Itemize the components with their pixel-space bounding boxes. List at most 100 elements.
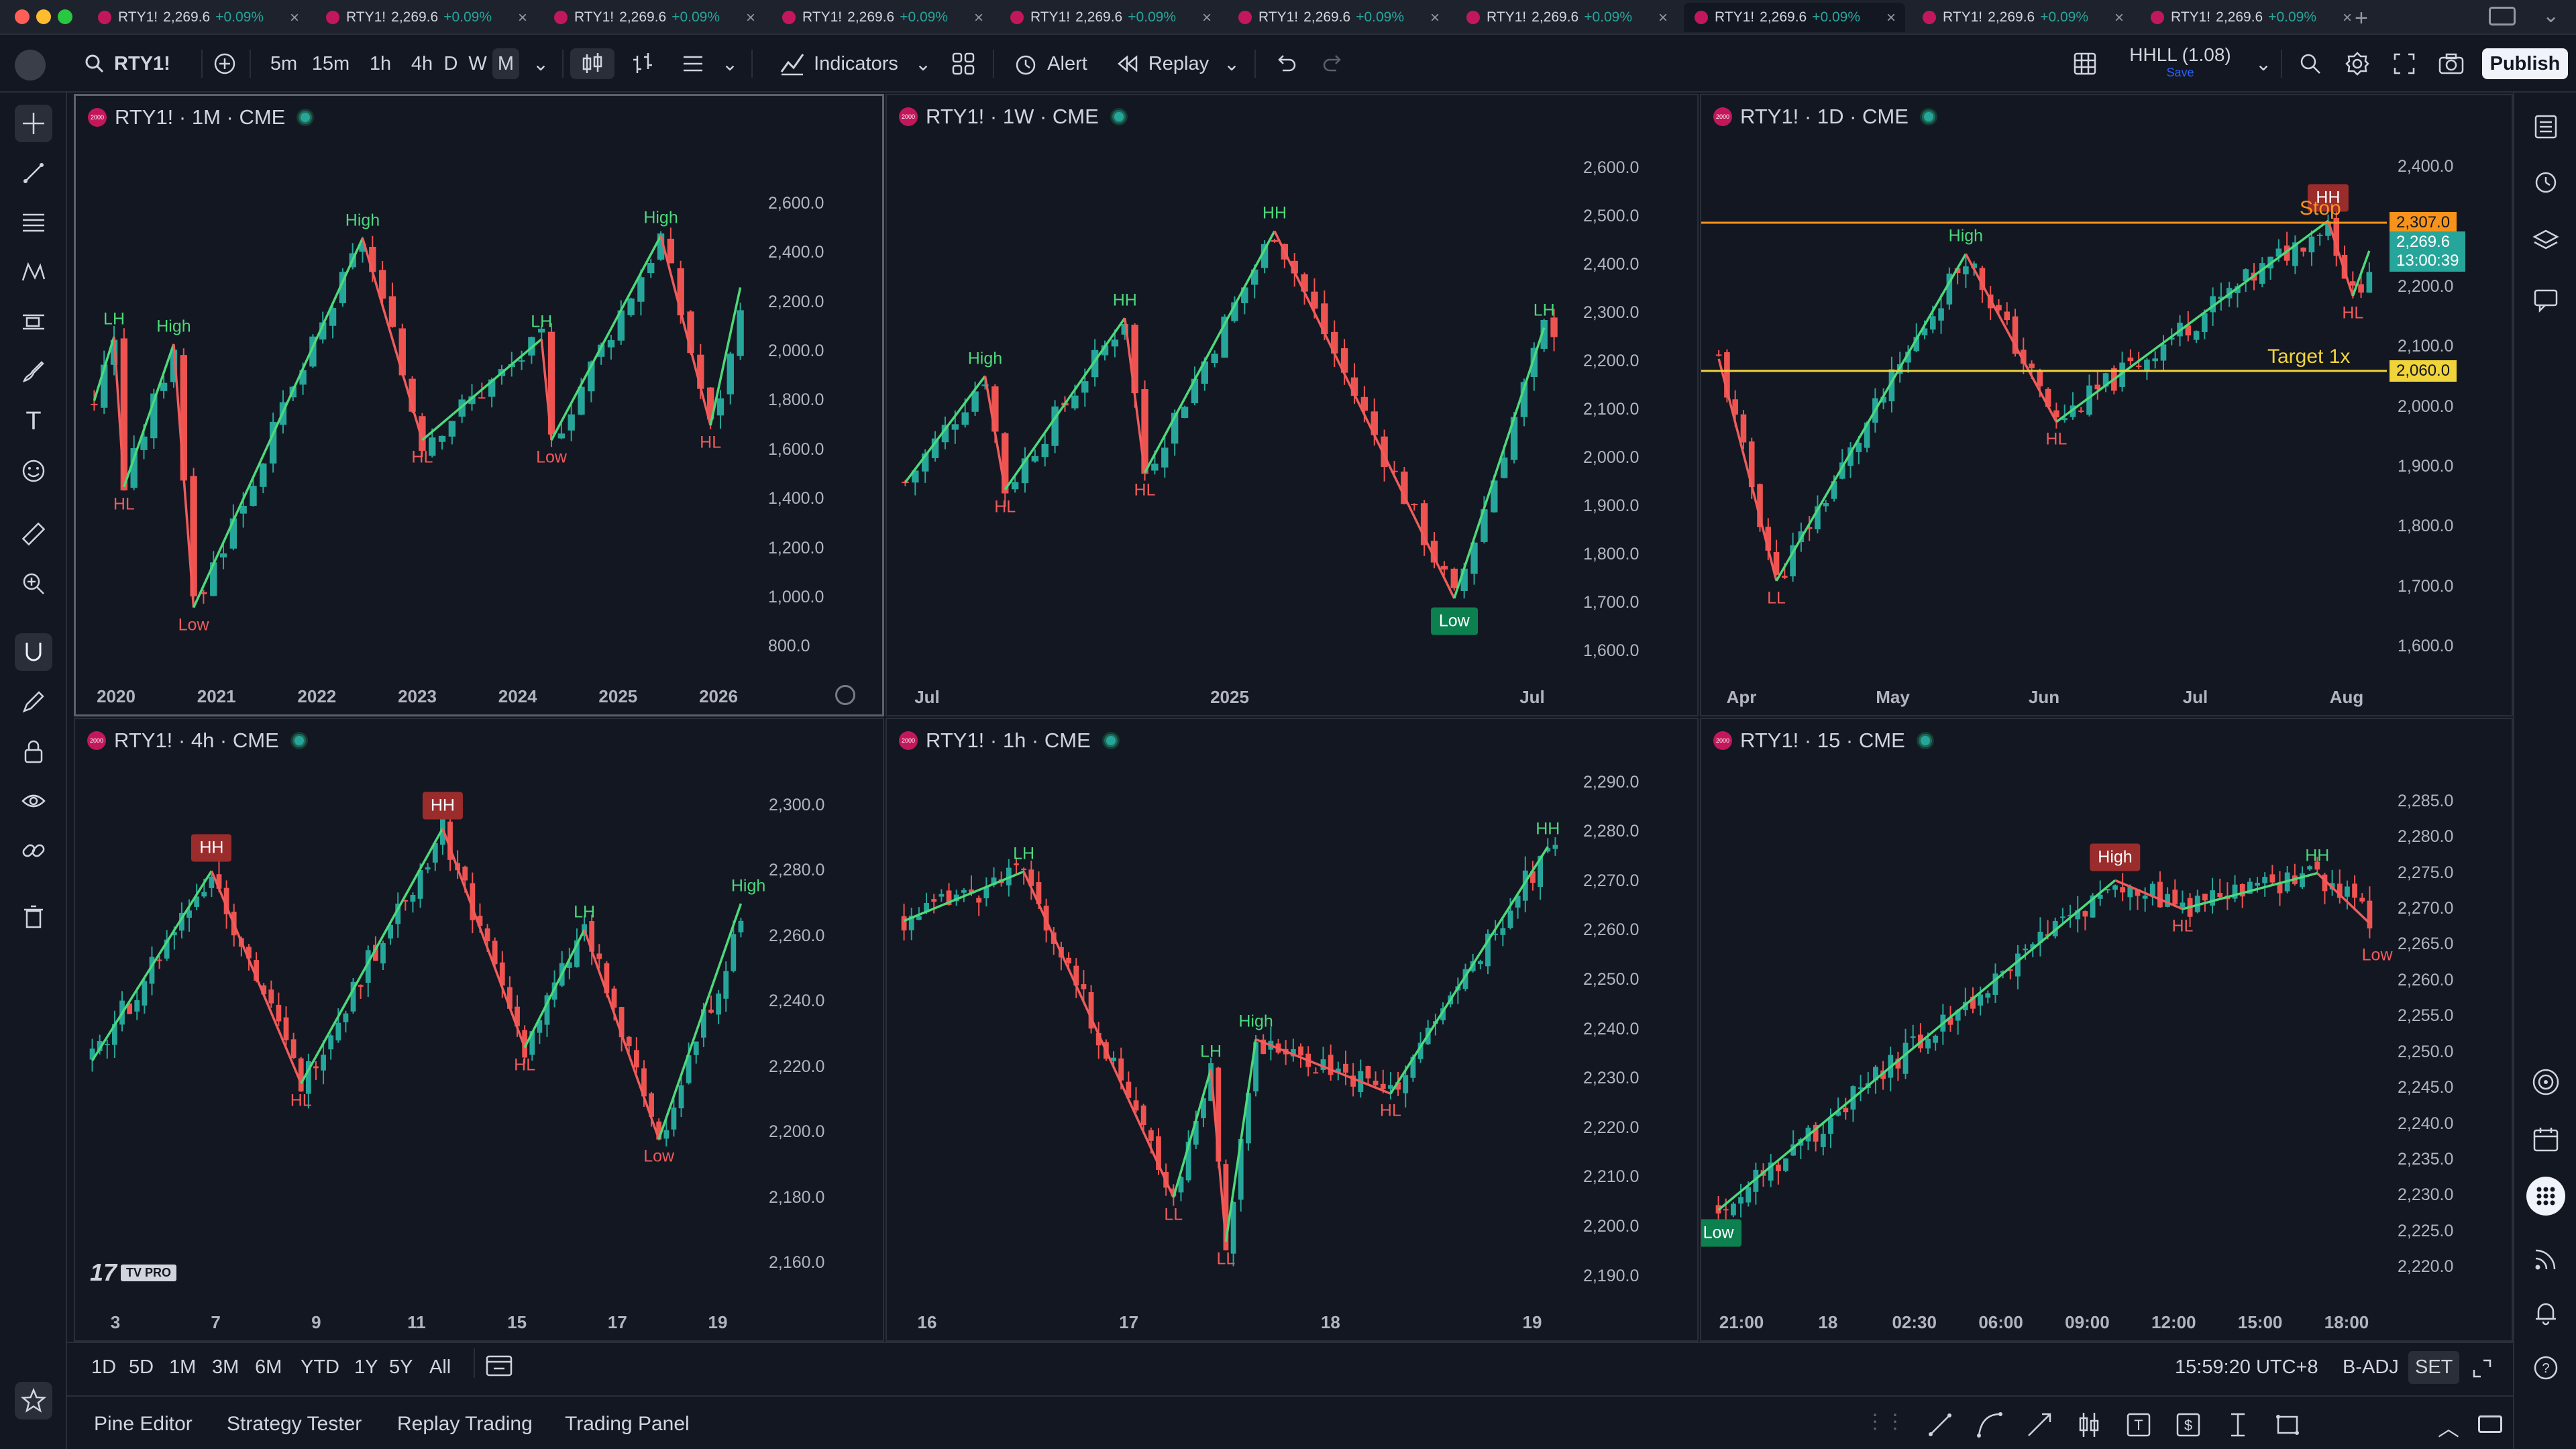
close-tab-icon[interactable]: × — [2342, 9, 2352, 27]
close-tab-icon[interactable]: × — [289, 9, 299, 27]
time-axis[interactable]: 16 17 18 19 — [887, 1303, 1572, 1340]
zoom-tool-button[interactable] — [15, 565, 52, 602]
close-tab-icon[interactable]: × — [1201, 9, 1212, 27]
quick-search-button[interactable] — [2292, 48, 2329, 79]
trading-ideas-button[interactable] — [2526, 1063, 2565, 1102]
measure-tool-button[interactable] — [15, 515, 52, 553]
maximize-window-button[interactable] — [58, 9, 72, 24]
bar-chart-type-button[interactable] — [624, 48, 661, 79]
expand-icon[interactable] — [2470, 1356, 2494, 1384]
browser-tab[interactable]: RTY1! 2,269.6 +0.09% × — [2140, 3, 2361, 32]
bottom-tab-replay-trading[interactable]: Replay Trading — [397, 1413, 533, 1435]
long-position-icon[interactable] — [2074, 1410, 2104, 1440]
chart-plot-1d[interactable] — [1701, 95, 2513, 716]
interval-1h-button[interactable]: 1h — [369, 52, 392, 74]
sidebar-toggle-icon[interactable] — [2489, 7, 2516, 25]
minimize-window-button[interactable] — [36, 9, 51, 24]
cursor-text-icon[interactable] — [2223, 1410, 2253, 1440]
browser-tab[interactable]: RTY1! 2,269.6 +0.09% × — [1228, 3, 1449, 32]
chart-plot-15[interactable] — [1701, 719, 2513, 1342]
templates-button[interactable] — [945, 48, 982, 79]
trend-line-tool-button[interactable] — [15, 154, 52, 192]
range-5d-button[interactable]: 5D — [129, 1356, 154, 1378]
fullscreen-button[interactable] — [2385, 48, 2423, 79]
close-tab-icon[interactable]: × — [1430, 9, 1440, 27]
chevron-down-icon[interactable]: ⌄ — [721, 53, 739, 75]
alert-button[interactable]: Alert — [1006, 48, 1093, 79]
sync-drawings-button[interactable] — [15, 832, 52, 869]
bottom-tab-strategy-tester[interactable]: Strategy Tester — [227, 1413, 362, 1435]
undo-button[interactable] — [1267, 48, 1304, 79]
clock-label[interactable]: 15:59:20 UTC+8 — [2175, 1356, 2318, 1378]
range-1y-button[interactable]: 1Y — [354, 1356, 378, 1378]
price-axis[interactable]: 2,600.0 2,500.0 2,400.0 2,300.0 2,200.0 2,100… — [1570, 95, 1697, 715]
stay-drawing-button[interactable] — [15, 683, 52, 720]
close-tab-icon[interactable]: × — [745, 9, 755, 27]
avatar[interactable] — [15, 50, 46, 80]
interval-4h-button[interactable]: 4h — [411, 52, 433, 74]
time-axis[interactable]: Jul 2025 Jul — [887, 678, 1572, 715]
trend-line-icon[interactable] — [1925, 1410, 1955, 1440]
price-axis[interactable]: 2,400.02,300.02,200.02,100.02,000.01,900… — [2384, 95, 2512, 715]
chart-pane-1w[interactable]: 2000 RTY1! · 1W · CME 2,600.0 2,500.0 2,400… — [885, 94, 1699, 716]
browser-tab[interactable]: RTY1! 2,269.6 +0.09% × — [87, 3, 309, 32]
calendar-button[interactable] — [2526, 1120, 2565, 1159]
hide-drawings-button[interactable] — [15, 782, 52, 820]
time-axis[interactable]: 21:00 18 02:30 06:00 09:00 12:00 15:00 18:00 — [1701, 1303, 2387, 1340]
rectangle-icon[interactable] — [2273, 1410, 2302, 1440]
remove-drawings-button[interactable] — [15, 898, 52, 935]
chart-pane-4h[interactable]: 2000 RTY1! · 4h · CME 2,300.0 2,280.0 2,260… — [74, 718, 884, 1342]
chats-button[interactable] — [2526, 280, 2565, 319]
notifications-button[interactable] — [2526, 1293, 2565, 1332]
pattern-tool-button[interactable] — [15, 254, 52, 291]
close-tab-icon[interactable]: × — [1658, 9, 1668, 27]
browser-tab[interactable]: RTY1! 2,269.6 +0.09% × — [1456, 3, 1677, 32]
replay-button[interactable]: Replay — [1111, 48, 1212, 79]
interval-d-button[interactable]: D — [443, 52, 458, 74]
curve-icon[interactable] — [1975, 1410, 2004, 1440]
close-tab-icon[interactable]: × — [517, 9, 527, 27]
time-axis[interactable]: 2020 2021 2022 2023 2024 2025 2026 — [76, 677, 759, 714]
bottom-tab-trading-panel[interactable]: Trading Panel — [565, 1413, 690, 1435]
object-tree-button[interactable] — [2526, 221, 2565, 260]
symbol-search-button[interactable]: RTY1! — [78, 48, 192, 79]
publish-button[interactable]: Publish — [2482, 48, 2568, 79]
fib-tool-button[interactable] — [15, 204, 52, 241]
range-all-button[interactable]: All — [429, 1356, 451, 1378]
drag-handle-icon[interactable]: ⋮⋮ — [1865, 1411, 1905, 1433]
candles-chart-type-button[interactable] — [570, 48, 614, 79]
close-tab-icon[interactable]: × — [2114, 9, 2124, 27]
lock-drawings-button[interactable] — [15, 733, 52, 770]
interval-5m-button[interactable]: 5m — [270, 52, 298, 74]
chart-pane-1h[interactable]: 2000 RTY1! · 1h · CME 2,290.0 2,280.0 2,270… — [885, 718, 1699, 1342]
emoji-tool-button[interactable] — [15, 452, 52, 490]
layout-list-button[interactable] — [676, 48, 710, 79]
redo-button[interactable] — [1315, 48, 1352, 79]
text-note-icon[interactable]: T — [2124, 1410, 2153, 1440]
browser-tab[interactable]: RTY1! 2,269.6 +0.09% × — [771, 3, 993, 32]
chart-plot-4h[interactable] — [75, 719, 884, 1342]
layout-grid-button[interactable] — [2066, 48, 2104, 79]
new-tab-icon[interactable]: + — [2355, 5, 2368, 31]
magnet-mode-button[interactable] — [15, 633, 52, 671]
time-axis[interactable]: Apr May Jun Jul Aug — [1701, 678, 2387, 715]
settings-button[interactable] — [2339, 48, 2376, 79]
browser-tab[interactable]: RTY1! 2,269.6 +0.09% × — [315, 3, 537, 32]
range-1d-button[interactable]: 1D — [91, 1356, 117, 1378]
chart-plot-1h[interactable] — [887, 719, 1699, 1342]
interval-w-button[interactable]: W — [468, 52, 487, 74]
layout-name-button[interactable]: HHLL (1.08) Save — [2113, 44, 2247, 85]
chart-pane-15[interactable]: 2000 RTY1! · 15 · CME 2,285.0 2,280.0 2,275… — [1700, 718, 2513, 1342]
brush-tool-button[interactable] — [15, 353, 52, 390]
time-axis[interactable]: 3 7 9 11 15 17 19 — [75, 1303, 758, 1340]
projection-tool-button[interactable] — [15, 303, 52, 341]
news-feed-button[interactable] — [2526, 1240, 2565, 1279]
favorites-button[interactable] — [15, 1382, 52, 1419]
price-label-icon[interactable]: $ — [2174, 1410, 2203, 1440]
chevron-down-icon[interactable]: ⌄ — [1223, 53, 1240, 75]
chevron-down-icon[interactable]: ⌄ — [2255, 53, 2272, 75]
bottom-tab-pine-editor[interactable]: Pine Editor — [94, 1413, 193, 1435]
browser-tab[interactable]: RTY1! 2,269.6 +0.09% × — [543, 3, 765, 32]
chart-pane-1m[interactable]: 2000 RTY1! · 1M · CME 2,600.0 2,400.0 2,200… — [74, 94, 884, 716]
